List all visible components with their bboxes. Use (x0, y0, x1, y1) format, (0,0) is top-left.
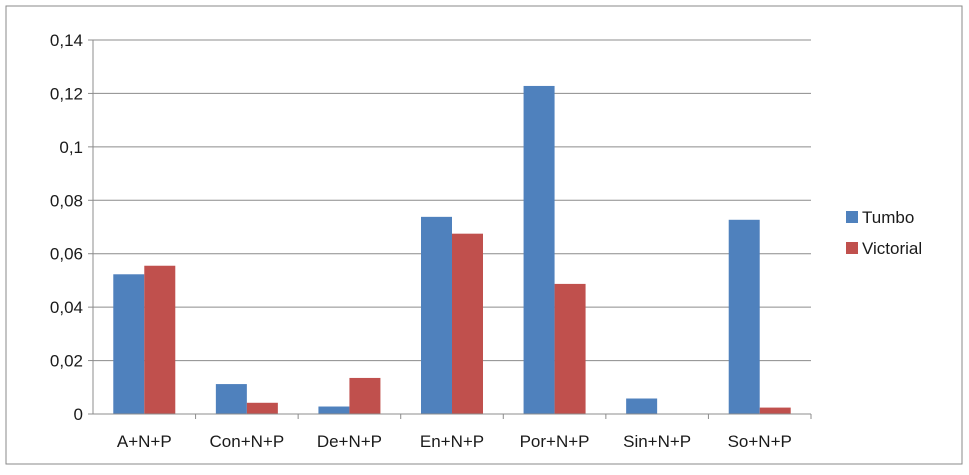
y-tick-label: 0,12 (50, 84, 83, 103)
legend-label-victorial: Victorial (862, 239, 922, 258)
bar-tumbo-1 (215, 384, 247, 414)
y-tick-label: 0,02 (50, 352, 83, 371)
y-tick-label: 0,14 (50, 31, 83, 50)
legend: Tumbo Victorial (846, 208, 922, 258)
bar-tumbo-5 (626, 398, 658, 414)
bar-victorial-1 (246, 402, 278, 414)
y-tick-label: 0,08 (50, 191, 83, 210)
y-tick-label: 0,1 (59, 138, 83, 157)
y-tick-label: 0,04 (50, 298, 83, 317)
x-tick-label: De+N+P (317, 432, 382, 451)
bar-victorial-0 (144, 265, 176, 414)
bar-tumbo-4 (523, 85, 555, 414)
bar-victorial-3 (452, 233, 483, 414)
bars (113, 85, 791, 414)
bar-tumbo-0 (113, 274, 145, 414)
legend-label-tumbo: Tumbo (862, 208, 914, 227)
axes (88, 39, 812, 419)
legend-swatch-tumbo (846, 211, 858, 223)
x-tick-label: Por+N+P (520, 432, 590, 451)
bar-tumbo-2 (318, 406, 350, 414)
x-tick-label: Sin+N+P (623, 432, 691, 451)
y-tick-label: 0,06 (50, 245, 83, 264)
y-tick-label: 0 (74, 405, 83, 424)
bar-tumbo-6 (728, 219, 760, 414)
bar-victorial-2 (349, 377, 381, 414)
x-tick-label: En+N+P (420, 432, 484, 451)
bar-tumbo-3 (421, 216, 452, 414)
bar-victorial-4 (554, 283, 586, 414)
gridlines (93, 39, 811, 362)
x-tick-label: So+N+P (728, 432, 792, 451)
tick-labels: 0 0,02 0,04 0,06 0,08 0,1 0,12 0,14 A+N+P Con+N+P… (50, 31, 792, 451)
bar-victorial-6 (759, 407, 791, 414)
x-tick-label: A+N+P (117, 432, 172, 451)
legend-swatch-victorial (846, 242, 858, 254)
x-tick-label: Con+N+P (210, 432, 285, 451)
